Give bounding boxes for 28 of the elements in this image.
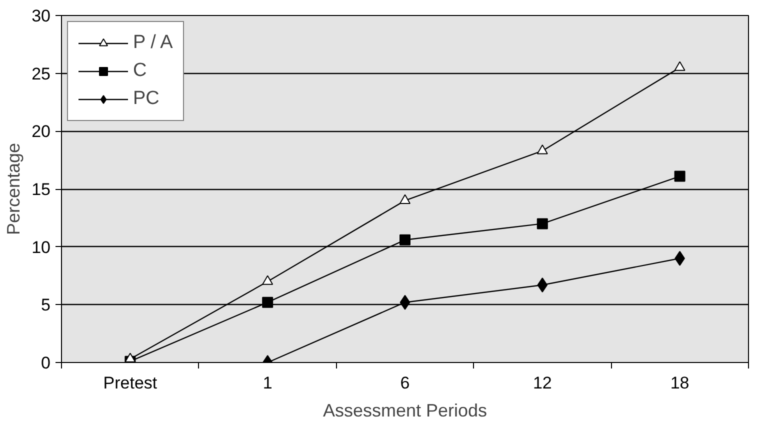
- x-axis-title: Assessment Periods: [322, 400, 488, 420]
- y-tick-label: 20: [32, 122, 51, 142]
- x-tick-label: 6: [400, 374, 410, 392]
- point: [400, 234, 410, 246]
- y-tick-label: 30: [32, 6, 51, 26]
- point: [536, 144, 548, 154]
- y-tick-label: 15: [32, 180, 51, 199]
- x-tick-label: Pretest: [103, 374, 158, 392]
- point: [537, 278, 548, 293]
- point: [536, 218, 548, 230]
- point: [124, 352, 136, 362]
- legend-label: C: [133, 60, 148, 82]
- y-tick-label: 25: [32, 64, 51, 84]
- y-tick-label: 0: [41, 354, 51, 372]
- y-tick-label: 10: [32, 238, 51, 257]
- y-axis-title: Percentage: [4, 142, 24, 236]
- point: [262, 296, 274, 308]
- point: [400, 194, 410, 204]
- legend-label: P / A: [133, 32, 173, 54]
- x-tick-label: 18: [670, 374, 690, 392]
- x-tick-label: 1: [262, 374, 272, 392]
- legend-label: PC: [133, 88, 160, 110]
- x-tick-label: 12: [532, 374, 552, 392]
- point: [400, 294, 410, 310]
- point: [674, 61, 686, 71]
- point: [262, 275, 274, 285]
- y-tick-label: 5: [41, 296, 51, 315]
- point: [674, 170, 686, 182]
